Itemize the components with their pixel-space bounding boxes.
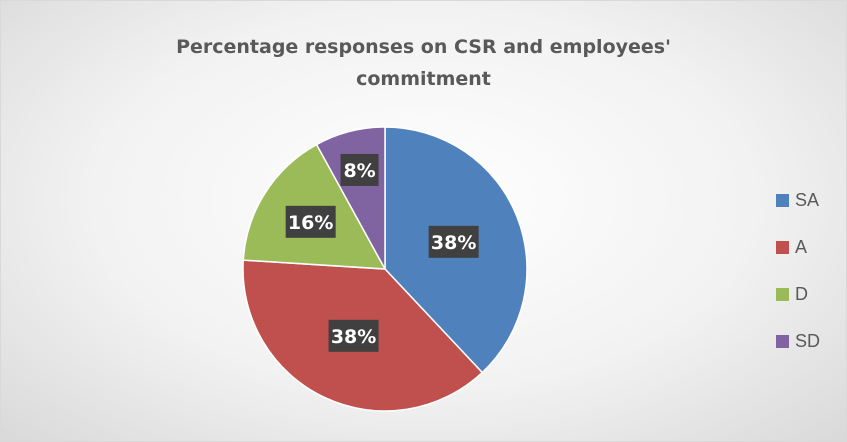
legend-item-a: A [776, 236, 846, 259]
data-label-d: 16% [285, 205, 336, 238]
chart-title: Percentage responses on CSR and employee… [1, 31, 846, 95]
data-label-sa: 38% [428, 225, 479, 258]
data-label-text: 38% [331, 326, 376, 348]
legend-item-sd: SD [776, 330, 846, 353]
legend: SA A D SD [776, 189, 846, 377]
data-label-a: 38% [328, 319, 379, 352]
legend-label: D [795, 284, 808, 304]
data-label-box [328, 319, 379, 352]
data-label-text: 16% [288, 212, 333, 234]
legend-swatch [776, 288, 789, 301]
legend-item-d: D [776, 283, 846, 306]
data-label-box [428, 225, 479, 258]
data-label-text: 38% [431, 232, 476, 254]
chart-title-line-1: Percentage responses on CSR and employee… [176, 36, 671, 58]
legend-swatch [776, 335, 789, 348]
chart-title-line-2: commitment [356, 68, 491, 90]
legend-swatch [776, 241, 789, 254]
legend-swatch [776, 194, 789, 207]
legend-label: A [795, 237, 808, 257]
legend-item-sa: SA [776, 189, 846, 212]
data-label-box [285, 205, 336, 238]
data-label-sd: 8% [340, 153, 379, 186]
legend-label: SA [795, 190, 820, 210]
data-label-box [340, 153, 379, 186]
data-label-text: 8% [343, 160, 375, 182]
legend-label: SD [795, 331, 821, 351]
